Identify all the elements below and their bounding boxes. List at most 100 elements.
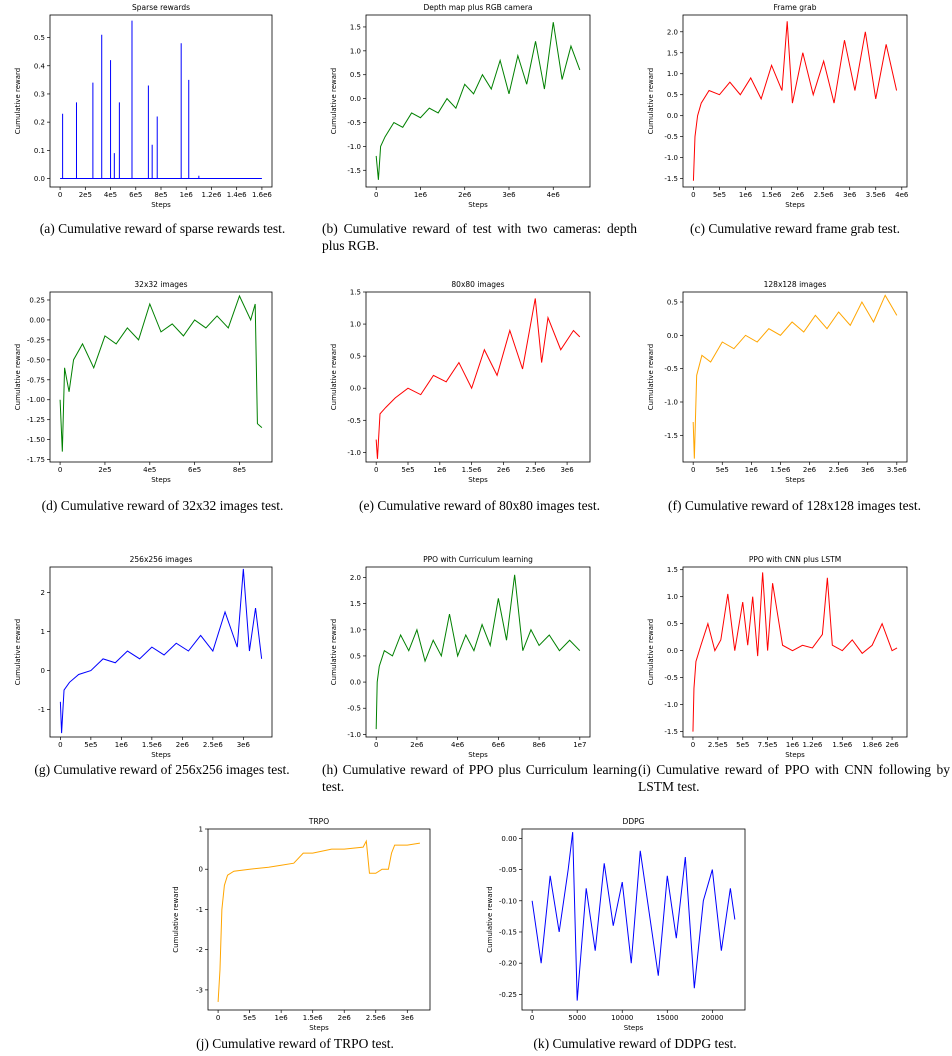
- axes-frame: [682, 14, 908, 188]
- y-tick-label: 1.0: [350, 321, 361, 329]
- y-tick-label: 0.5: [350, 652, 361, 660]
- data-line: [375, 574, 581, 730]
- x-tick-label: 6e5: [188, 466, 201, 474]
- y-tick-label: 2: [41, 589, 45, 597]
- chart-title: 80x80 images: [451, 280, 504, 289]
- x-tick-label: 0: [530, 1014, 534, 1022]
- y-axis-label: Cumulative reward: [647, 619, 655, 685]
- x-tick-label: 1.6e6: [252, 191, 272, 199]
- caption: (e) Cumulative reward of 80x80 images te…: [358, 498, 601, 513]
- x-tick-label: 1.8e6: [862, 741, 882, 749]
- chart-title: 256x256 images: [130, 555, 193, 564]
- y-tick-label: -1.5: [664, 728, 678, 736]
- y-tick-label: 0.0: [34, 175, 45, 183]
- x-tick-label: 1e6: [786, 741, 800, 749]
- x-tick-label: 6e5: [129, 191, 142, 199]
- x-tick-label: 1e6: [115, 741, 129, 749]
- y-tick-label: -2: [196, 946, 203, 954]
- y-tick-label: 0: [199, 866, 203, 874]
- x-tick-label: 3e6: [237, 741, 251, 749]
- x-tick-label: 8e6: [532, 741, 546, 749]
- y-tick-label: 0.5: [350, 353, 361, 361]
- data-line: [217, 839, 420, 1002]
- x-tick-label: 4e6: [895, 191, 909, 199]
- x-tick-label: 0: [374, 741, 378, 749]
- y-tick-label: 0.0: [667, 332, 678, 340]
- x-tick-label: 1.5e6: [771, 466, 791, 474]
- x-tick-label: 3e6: [861, 466, 875, 474]
- y-tick-label: -0.10: [499, 897, 517, 905]
- data-line: [59, 568, 263, 734]
- axes-frame: [521, 828, 746, 1011]
- x-axis-label: Steps: [468, 476, 488, 484]
- data-line: [531, 832, 736, 1001]
- y-tick-label: -3: [196, 986, 203, 994]
- axes-frame: [365, 14, 591, 188]
- x-tick-label: 5e5: [736, 741, 749, 749]
- y-tick-label: 1.5: [350, 600, 361, 608]
- y-tick-label: -1.0: [664, 701, 678, 709]
- x-tick-label: 2.5e6: [525, 466, 545, 474]
- x-axis-label: Steps: [785, 476, 805, 484]
- x-tick-label: 2e6: [791, 191, 805, 199]
- caption: (f) Cumulative reward of 128x128 images …: [667, 498, 922, 513]
- y-tick-label: 1.5: [667, 566, 678, 574]
- axes-frame: [49, 566, 273, 738]
- y-tick-label: 0.5: [34, 34, 45, 42]
- x-tick-label: 15000: [656, 1014, 678, 1022]
- x-tick-label: 1e6: [745, 466, 759, 474]
- y-tick-label: -1.0: [664, 399, 678, 407]
- y-tick-label: 0.5: [667, 620, 678, 628]
- y-axis-label: Cumulative reward: [330, 619, 338, 685]
- x-tick-label: 3e6: [843, 191, 857, 199]
- y-tick-label: 0.0: [350, 385, 361, 393]
- x-tick-label: 5e5: [716, 466, 729, 474]
- y-tick-label: 1.5: [350, 23, 361, 31]
- y-tick-label: -0.05: [499, 866, 517, 874]
- y-axis-label: Cumulative reward: [172, 886, 180, 952]
- y-tick-label: -0.25: [499, 991, 517, 999]
- x-tick-label: 5e5: [401, 466, 414, 474]
- x-tick-label: 3.5e6: [866, 191, 886, 199]
- y-tick-label: 2.0: [350, 574, 361, 582]
- axes-frame: [682, 291, 908, 463]
- y-axis-label: Cumulative reward: [330, 344, 338, 410]
- y-tick-label: 0.25: [29, 296, 45, 304]
- x-axis-label: Steps: [151, 751, 171, 759]
- caption: (g) Cumulative reward of 256x256 images …: [34, 762, 290, 777]
- x-tick-label: 4e6: [451, 741, 465, 749]
- x-tick-label: 2e5: [79, 191, 92, 199]
- x-axis-label: Steps: [785, 201, 805, 209]
- y-tick-label: -0.25: [27, 336, 45, 344]
- data-line: [59, 294, 263, 452]
- x-tick-label: 4e5: [143, 466, 156, 474]
- y-tick-label: -1: [38, 706, 45, 714]
- x-tick-label: 4e6: [547, 191, 561, 199]
- x-tick-label: 0: [691, 741, 695, 749]
- x-tick-label: 0: [691, 466, 695, 474]
- y-tick-label: -0.5: [664, 365, 678, 373]
- x-tick-label: 1e6: [433, 466, 447, 474]
- caption: (d) Cumulative reward of 32x32 images te…: [41, 498, 284, 513]
- x-tick-label: 2e6: [338, 1014, 352, 1022]
- axes-frame: [365, 291, 591, 463]
- x-tick-label: 1.5e6: [762, 191, 782, 199]
- y-axis-label: Cumulative reward: [14, 68, 22, 134]
- x-tick-label: 1.5e6: [462, 466, 482, 474]
- y-tick-label: 0.4: [34, 62, 46, 70]
- x-axis-label: Steps: [468, 201, 488, 209]
- x-tick-label: 0: [374, 191, 378, 199]
- axes-frame: [49, 291, 273, 463]
- x-tick-label: 0: [374, 466, 378, 474]
- x-tick-label: 2.5e6: [814, 191, 834, 199]
- y-tick-label: 0.2: [34, 119, 45, 127]
- y-tick-label: 0.00: [501, 835, 517, 843]
- chart-title: TRPO: [308, 817, 329, 826]
- y-tick-label: 0.5: [350, 71, 361, 79]
- x-tick-label: 1.2e6: [202, 191, 222, 199]
- caption: (i) Cumulative reward of PPO with CNN fo…: [638, 762, 950, 794]
- y-tick-label: 0.1: [34, 147, 45, 155]
- x-tick-label: 4e5: [104, 191, 117, 199]
- chart-title: PPO with Curriculum learning: [423, 555, 533, 564]
